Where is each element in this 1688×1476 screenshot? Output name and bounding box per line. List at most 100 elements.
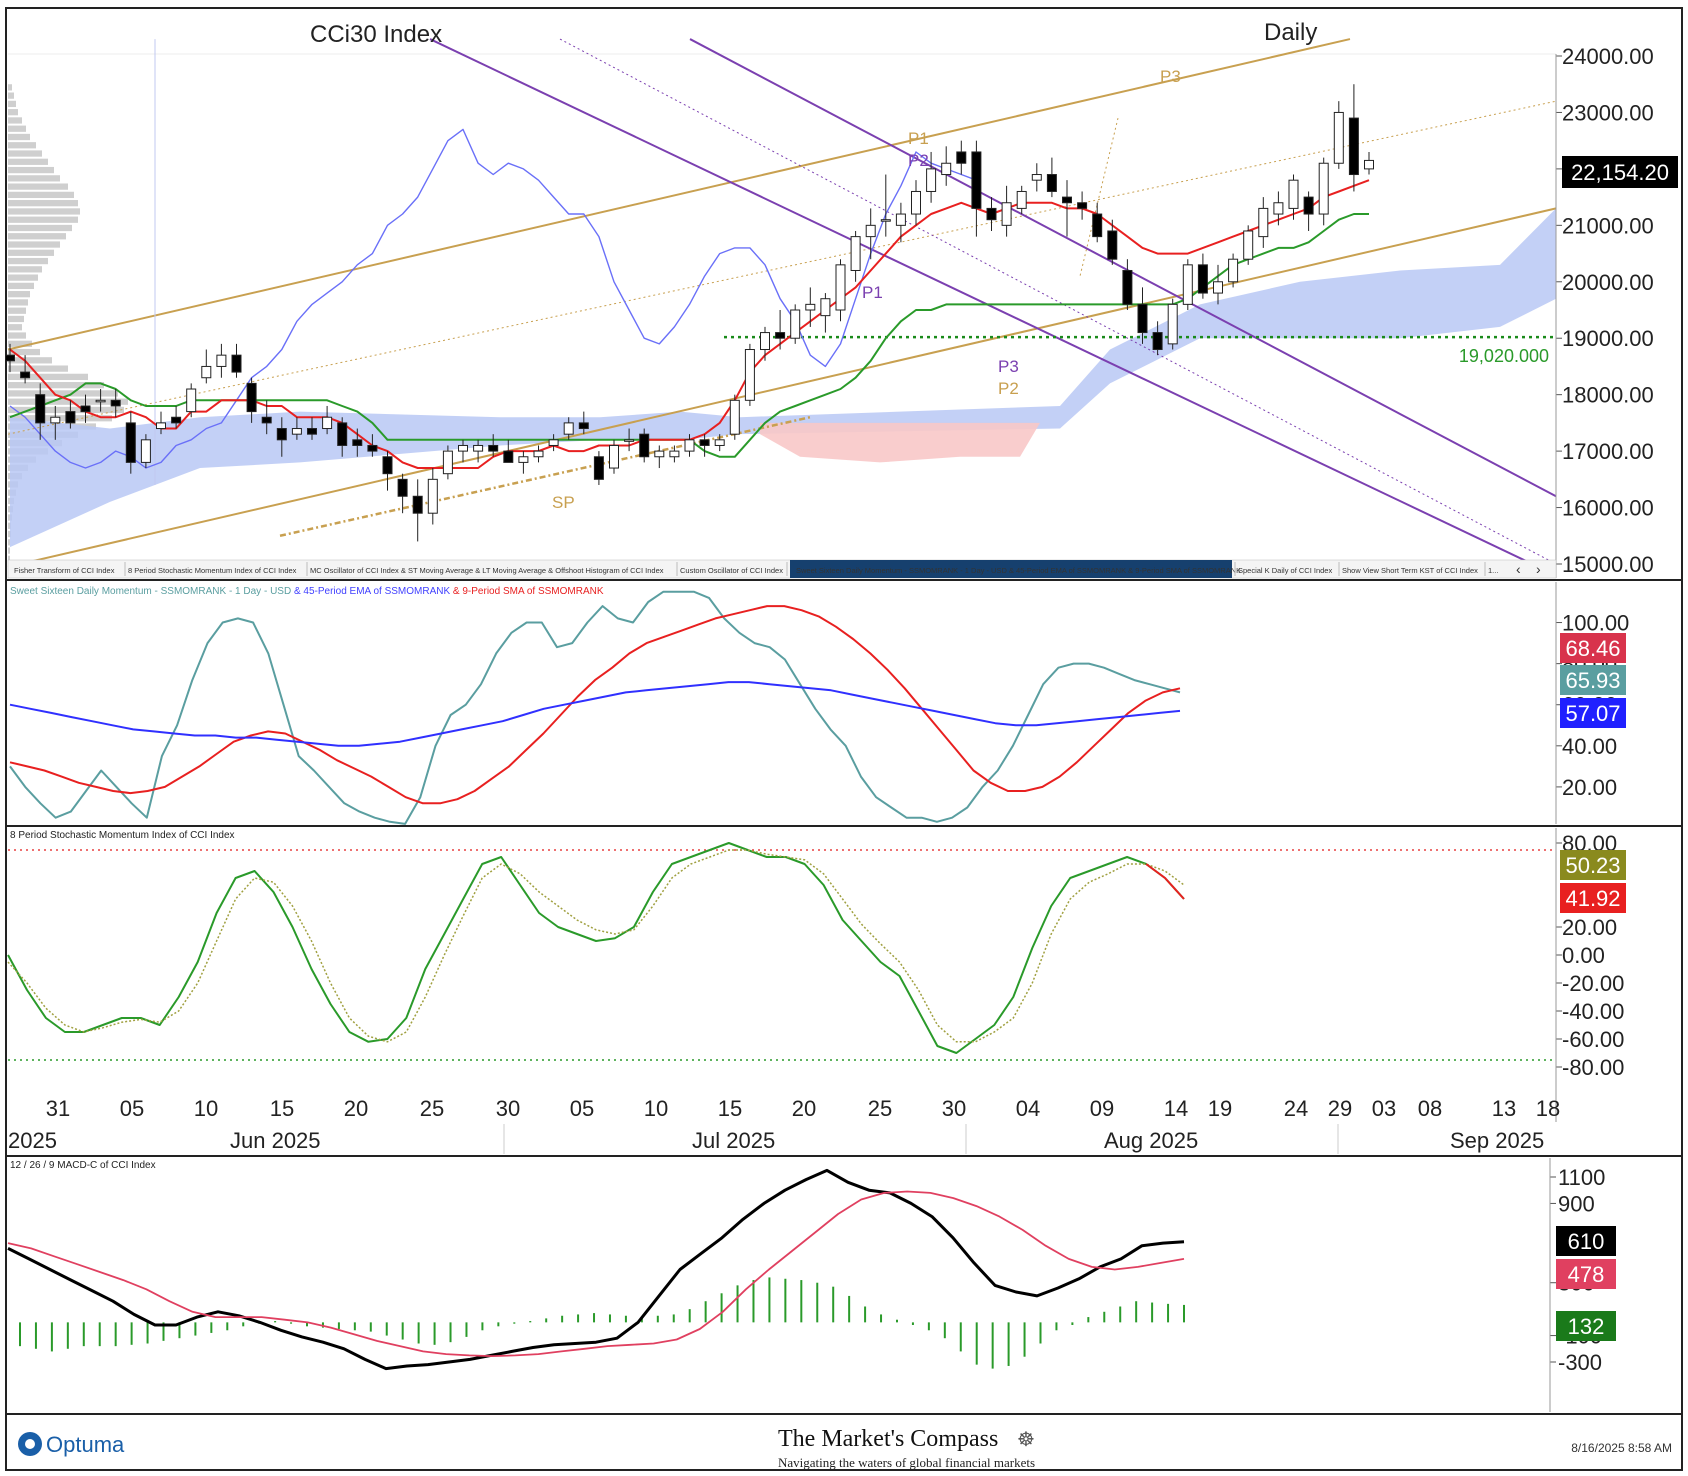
candle-body bbox=[1107, 230, 1118, 260]
candlesticks[interactable] bbox=[5, 84, 1374, 542]
tab-item[interactable]: Special K Daily of CCI Index bbox=[1238, 566, 1332, 575]
candle-body bbox=[1348, 117, 1359, 176]
tab-item[interactable]: Sweet Sixteen Daily Momentum - SSMOMRANK… bbox=[796, 566, 1241, 575]
volume-profile-bar bbox=[8, 117, 22, 124]
candle-body bbox=[488, 444, 499, 452]
candle-body bbox=[367, 444, 378, 452]
candle-body bbox=[1228, 258, 1239, 283]
momentum-series-2 bbox=[9, 681, 1181, 747]
gold-pitchfork-upper bbox=[7, 38, 1351, 351]
candle-body bbox=[156, 422, 166, 430]
candle-body bbox=[246, 382, 257, 413]
momentum-title: Sweet Sixteen Daily Momentum - SSMOMRANK… bbox=[10, 586, 604, 597]
candle-body bbox=[337, 422, 348, 446]
volume-profile-bar bbox=[8, 266, 42, 273]
momentum-panel[interactable]: Sweet Sixteen Daily Momentum - SSMOMRANK… bbox=[9, 582, 1629, 825]
frame bbox=[5, 7, 1683, 1471]
momentum-tick-label: 20.00 bbox=[1562, 775, 1617, 800]
purple-pitchfork-upper bbox=[689, 38, 1557, 498]
last-price-badge bbox=[1562, 156, 1678, 188]
time-tick-day: 13 bbox=[1492, 1096, 1516, 1121]
stochastic-tick-label: -20.00 bbox=[1562, 971, 1624, 996]
volume-profile-bar bbox=[8, 282, 34, 290]
volume-profile-bar bbox=[8, 291, 30, 298]
momentum-title-part-1: Sweet Sixteen Daily Momentum - SSMOMRANK… bbox=[10, 586, 294, 597]
candle-body bbox=[1137, 303, 1148, 334]
price-panel[interactable]: P1 P2 P1 P3 P3 P2 SP CCi30 Index Daily 24000.0… bbox=[5, 19, 1679, 578]
time-tick-day: 20 bbox=[344, 1096, 368, 1121]
volume-profile-bar bbox=[8, 125, 26, 132]
tab-item[interactable]: 8 Period Stochastic Momentum Index of CC… bbox=[128, 566, 297, 575]
macd-title: 12 / 26 / 9 MACD-C of CCI Index bbox=[10, 1160, 156, 1171]
candle-body bbox=[1182, 264, 1193, 305]
indicator-tabs[interactable]: Fisher Transform of CCI Index 8 Period St… bbox=[14, 560, 1498, 578]
volume-profile-bar bbox=[8, 142, 36, 149]
volume-profile-bar bbox=[8, 109, 18, 116]
candle-body bbox=[1152, 332, 1163, 351]
macd-panel[interactable]: 12 / 26 / 9 MACD-C of CCI Index 11009003… bbox=[7, 1158, 1616, 1412]
indicator-tab-strip[interactable]: Fisher Transform of CCI Index 8 Period St… bbox=[7, 559, 1557, 579]
candle-body bbox=[140, 439, 151, 463]
candle-body bbox=[1167, 303, 1178, 345]
tab-item[interactable]: Custom Oscillator of CCI Index bbox=[680, 566, 783, 575]
pitchfork-label-sp: SP bbox=[552, 493, 575, 512]
time-tick-day: 25 bbox=[420, 1096, 444, 1121]
candle-body bbox=[624, 439, 635, 442]
momentum-title-part-2: & 45-Period EMA of SSMOMRANK bbox=[294, 586, 453, 597]
volume-profile-bar bbox=[8, 348, 40, 356]
stochastic-tick-label: -60.00 bbox=[1562, 1027, 1624, 1052]
time-tick-day: 15 bbox=[718, 1096, 742, 1121]
volume-profile-bar bbox=[8, 249, 54, 256]
candle-body bbox=[186, 388, 197, 413]
stochastic-tick-label: -80.00 bbox=[1562, 1055, 1624, 1080]
volume-profile-bar bbox=[8, 307, 26, 314]
badge-momentum bbox=[1560, 665, 1626, 695]
volume-profile-bar bbox=[8, 340, 32, 347]
candle-body bbox=[1062, 196, 1072, 204]
time-tick-day: 05 bbox=[570, 1096, 594, 1121]
tab-item[interactable]: Fisher Transform of CCI Index bbox=[14, 566, 115, 575]
badge-sma-value: 68.46 bbox=[1565, 636, 1620, 661]
candle-body bbox=[1364, 159, 1374, 170]
price-tick-label: 24000.00 bbox=[1562, 44, 1654, 69]
candle-body bbox=[1016, 190, 1027, 209]
time-tick-month: Aug 2025 bbox=[1104, 1128, 1198, 1153]
candle-body bbox=[307, 428, 317, 435]
candle-body bbox=[1122, 269, 1133, 305]
volume-profile-bar bbox=[8, 224, 72, 232]
badge-smi-signal bbox=[1560, 883, 1626, 913]
candle-body bbox=[911, 190, 921, 215]
stochastic-panel[interactable]: 8 Period Stochastic Momentum Index of CC… bbox=[7, 828, 1626, 1122]
site-title: The Market's Compass bbox=[778, 1426, 998, 1452]
candle-body bbox=[276, 428, 287, 441]
stochastic-title: 8 Period Stochastic Momentum Index of CC… bbox=[10, 830, 235, 841]
candle-body bbox=[352, 439, 363, 446]
volume-profile-bar bbox=[8, 92, 14, 99]
stochastic-tick-label: 20.00 bbox=[1562, 915, 1617, 940]
candle-body bbox=[1001, 202, 1012, 226]
stochastic-series-0 bbox=[7, 842, 1185, 1054]
tab-next-button[interactable]: › bbox=[1536, 561, 1541, 577]
badge-sma bbox=[1560, 633, 1626, 663]
tab-item[interactable]: 1... bbox=[1488, 566, 1498, 575]
macd-tick-label: 900 bbox=[1558, 1191, 1595, 1216]
chart-title: CCi30 Index bbox=[310, 21, 442, 48]
tab-prev-button[interactable]: ‹ bbox=[1516, 561, 1521, 577]
volume-profile-bar bbox=[8, 547, 10, 554]
tab-item[interactable]: Show View Short Term KST of CCI Index bbox=[1342, 566, 1478, 575]
time-tick-day: 09 bbox=[1090, 1096, 1114, 1121]
badge-smi-value: 50.23 bbox=[1565, 853, 1620, 878]
volume-profile-bar bbox=[8, 175, 60, 182]
candle-body bbox=[397, 478, 408, 497]
candle-body bbox=[518, 456, 529, 463]
pitchfork-label-p3: P3 bbox=[998, 357, 1019, 376]
candle-body bbox=[850, 236, 861, 271]
time-tick-day: 29 bbox=[1328, 1096, 1352, 1121]
candle-body bbox=[1303, 196, 1314, 215]
time-tick-day: 20 bbox=[792, 1096, 816, 1121]
cloud-bearish bbox=[760, 422, 1040, 463]
tab-item[interactable]: MC Oscillator of CCI Index & ST Moving A… bbox=[310, 566, 664, 575]
candle-body bbox=[110, 399, 121, 407]
price-tick-label: 19000.00 bbox=[1562, 326, 1654, 351]
volume-profile-bar bbox=[8, 555, 10, 562]
